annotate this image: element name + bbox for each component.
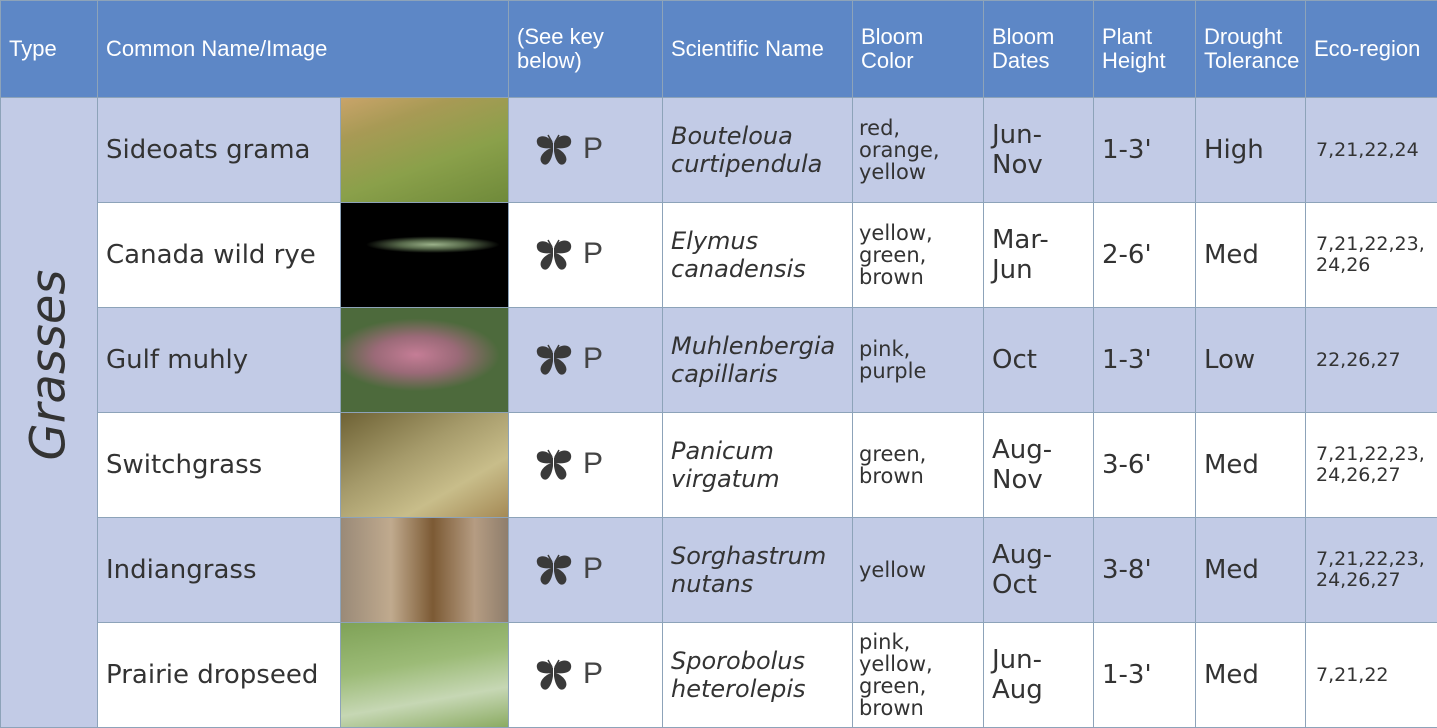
bloom-dates: Oct [983,307,1094,413]
header-cell: Scientific Name [662,0,853,98]
butterfly-icon [536,449,572,480]
plant-image [341,308,508,412]
ecoregion: 7,21,22,24 [1305,97,1437,203]
plant-height: 3-6' [1093,412,1196,518]
drought-tolerance: Med [1195,517,1306,623]
common-name: Indiangrass [97,517,341,623]
bloom-color: pink, purple [852,307,984,413]
table-row: Switchgrass P Panicum virgatum green, brown… [1,412,1437,518]
plant-image [341,413,508,517]
plant-height: 1-3' [1093,97,1196,203]
table-body: Grasses Sideoats grama P Bouteloua curtipen… [0,97,1437,728]
plant-height: 1-3' [1093,307,1196,413]
header-cell: Eco-region [1305,0,1437,98]
header-cell: Bloom Color [852,0,984,98]
butterfly-icon [536,554,572,585]
bloom-dates: Aug-Oct [983,517,1094,623]
header-cell: Drought Tolerance [1195,0,1306,98]
image-cell [340,97,509,203]
butterfly-icon [536,659,572,690]
common-name: Switchgrass [97,412,341,518]
key-code: P [583,236,604,270]
bloom-color: yellow, green, brown [852,202,984,308]
bloom-color: red, orange, yellow [852,97,984,203]
key-code: P [583,656,604,690]
scientific-name: Panicum virgatum [662,412,853,518]
image-cell [340,517,509,623]
scientific-name: Elymus canadensis [662,202,853,308]
scientific-name: Sorghastrum nutans [662,517,853,623]
image-cell [340,412,509,518]
ecoregion: 22,26,27 [1305,307,1437,413]
type-cell: Grasses [0,97,98,728]
scientific-name: Bouteloua curtipendula [662,97,853,203]
scientific-name: Sporobolus heterolepis [662,622,853,728]
butterfly-icon [536,134,572,165]
bloom-dates: Aug-Nov [983,412,1094,518]
common-name: Sideoats grama [97,97,341,203]
bloom-color: yellow [852,517,984,623]
image-cell [340,307,509,413]
key-cell: P [508,517,663,623]
plant-image [341,518,508,622]
table-row: Indiangrass P Sorghastrum nutans yellow Aug-… [1,517,1437,623]
image-cell [340,622,509,728]
key-code: P [583,341,604,375]
drought-tolerance: Med [1195,622,1306,728]
butterfly-icon [536,239,572,270]
plant-height: 1-3' [1093,622,1196,728]
common-name: Prairie dropseed [97,622,341,728]
table-row: Canada wild rye P Elymus canadensis yellow,… [1,202,1437,308]
plant-height: 2-6' [1093,202,1196,308]
ecoregion: 7,21,22 [1305,622,1437,728]
header-row: Type Common Name/Image (See key below) Scie… [0,0,1437,98]
plant-image [341,623,508,727]
bloom-dates: Mar-Jun [983,202,1094,308]
table-header: Type Common Name/Image (See key below) Scie… [0,0,1437,98]
header-cell: (See key below) [508,0,663,98]
header-cell: Plant Height [1093,0,1196,98]
type-label: Grasses [20,269,77,460]
scientific-name: Muhlenbergia capillaris [662,307,853,413]
table-row: Grasses Sideoats grama P Bouteloua curtipen… [0,97,1437,728]
drought-tolerance: High [1195,97,1306,203]
key-cell: P [508,622,663,728]
key-cell: P [508,202,663,308]
plant-image [341,203,508,307]
drought-tolerance: Med [1195,202,1306,308]
common-name: Canada wild rye [97,202,341,308]
key-cell: P [508,97,663,203]
header-cell: Type [0,0,98,98]
plant-image [341,98,508,202]
bloom-color: green, brown [852,412,984,518]
key-code: P [583,446,604,480]
ecoregion: 7,21,22,23,24,26,27 [1305,517,1437,623]
bloom-dates: Jun-Aug [983,622,1094,728]
header-cell: Common Name/Image [97,0,509,98]
butterfly-icon [536,344,572,375]
key-code: P [583,551,604,585]
key-cell: P [508,412,663,518]
drought-tolerance: Med [1195,412,1306,518]
drought-tolerance: Low [1195,307,1306,413]
header-cell: Bloom Dates [983,0,1094,98]
table-row: Prairie dropseed P Sporobolus heterolepis p… [1,622,1437,728]
common-name: Gulf muhly [97,307,341,413]
bloom-color: pink, yellow, green, brown [852,622,984,728]
ecoregion: 7,21,22,23,24,26 [1305,202,1437,308]
table-row: Gulf muhly P Muhlenbergia capillaris pink, … [1,307,1437,413]
image-cell [340,202,509,308]
key-cell: P [508,307,663,413]
plant-height: 3-8' [1093,517,1196,623]
bloom-dates: Jun-Nov [983,97,1094,203]
key-code: P [583,131,604,165]
ecoregion: 7,21,22,23,24,26,27 [1305,412,1437,518]
